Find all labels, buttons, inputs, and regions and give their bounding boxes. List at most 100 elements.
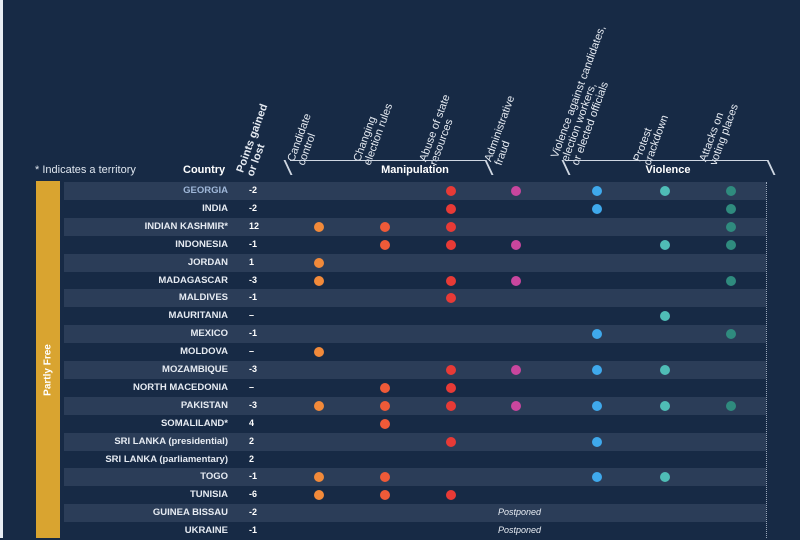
country-name: MOZAMBIQUE [162,364,228,375]
table-row: SRI LANKA (presidential) 2 [64,432,766,451]
country-name: MALDIVES [178,292,228,304]
country-header: Country [183,164,226,176]
table-row: MAURITANIA – [64,307,766,326]
points-value: -1 [249,471,258,482]
table-row: JORDAN 1 [64,253,766,272]
indicator-dot [511,186,521,196]
country-name: PAKISTAN [180,399,228,411]
indicator-dot [314,221,324,232]
country-name: NORTH MACEDONIA [133,381,228,393]
points-value: – [249,346,255,357]
table-row: INDIAN KASHMIR* 12 [64,217,766,236]
indicator-dot [380,490,390,501]
indicator-dot [660,239,670,250]
points-value: – [249,381,255,392]
indicator-dot [380,400,390,411]
points-value: 2 [249,453,255,464]
indicator-dot [592,203,602,214]
points-value: -1 [249,525,258,536]
country-name: INDIA [202,202,228,214]
country-name: SRI LANKA (presidential) [114,435,228,447]
points-value: 4 [249,417,255,428]
table-row: UKRAINE -1 [64,522,766,540]
indicator-dot [726,329,736,340]
indicator-dot [726,239,736,250]
indicator-dot [446,275,456,286]
points-value: 12 [249,220,260,231]
indicator-dot [314,275,324,286]
indicator-dot [446,221,456,232]
points-value: -1 [249,238,258,249]
indicator-dot [446,400,456,411]
points-value: 2 [249,435,255,446]
indicator-dot [446,490,456,501]
indicator-dot [380,239,390,250]
indicator-dot [660,472,670,483]
table-row: TUNISIA -6 [64,486,766,505]
indicator-dot [660,365,670,375]
indicator-dot [314,490,324,501]
indicator-dot [592,472,602,483]
manipulation-label: Manipulation [381,164,449,176]
indicator-dot [314,257,324,268]
country-name: MAURITANIA [168,310,228,322]
country-name: SRI LANKA (parliamentary) [105,453,228,465]
indicator-dot [511,400,521,411]
indicator-dot [380,382,390,393]
column-separator [766,182,767,538]
indicator-dot [726,275,736,286]
points-value: -1 [249,328,258,339]
table-row: GUINEA BISSAU -2 [64,504,766,523]
indicator-dot [511,365,521,375]
points-value: 1 [249,256,255,267]
table-row: MEXICO -1 [64,325,766,344]
indicator-dot [511,275,521,286]
points-value: -2 [249,202,258,213]
indicator-dot [592,329,602,340]
indicator-dot [446,436,456,447]
violence-label: Violence [645,164,691,176]
indicator-dot [380,418,390,429]
table-row: INDONESIA -1 [64,235,766,254]
postponed-label: Postponed [498,525,542,536]
points-value: -3 [249,364,258,374]
manipulation-bracket [290,160,486,175]
indicator-dot [446,382,456,393]
category-band-label: Partly Free [42,344,54,396]
country-name: SOMALILAND* [160,417,228,429]
country-name: TOGO [200,471,228,483]
indicator-dot [726,186,736,196]
table-row: MADAGASCAR -3 [64,271,766,290]
table-row: INDIA -2 [64,199,766,218]
indicator-dot [446,365,456,375]
indicator-dot [446,293,456,304]
postponed-label: Postponed [498,507,542,518]
indicator-dot [314,347,324,358]
points-value: -3 [249,274,258,285]
category-band [36,181,60,538]
category-band-label-wrap: Partly Free [36,330,60,410]
table-row: PAKISTAN -3 [64,396,766,415]
country-name: JORDAN [187,256,228,268]
indicator-dot [592,365,602,375]
territory-note: * Indicates a territory [35,164,136,176]
violence-bracket [568,160,768,175]
country-name: MOLDOVA [180,346,228,358]
indicator-dot [511,239,521,250]
table-row: TOGO -1 [64,468,766,487]
table-row: NORTH MACEDONIA – [64,378,766,397]
indicator-dot [592,186,602,196]
country-name: GEORGIA [183,185,228,196]
points-value: -2 [249,507,258,518]
indicator-dot [660,311,670,322]
indicator-dot [660,400,670,411]
points-value: -6 [249,489,258,500]
country-name: TUNISIA [190,489,228,501]
table-row: MOZAMBIQUE -3 [64,361,766,379]
indicator-dot [726,400,736,411]
indicator-dot [380,221,390,232]
indicator-dot [592,400,602,411]
indicator-dot [592,436,602,447]
country-name: MEXICO [190,328,228,340]
